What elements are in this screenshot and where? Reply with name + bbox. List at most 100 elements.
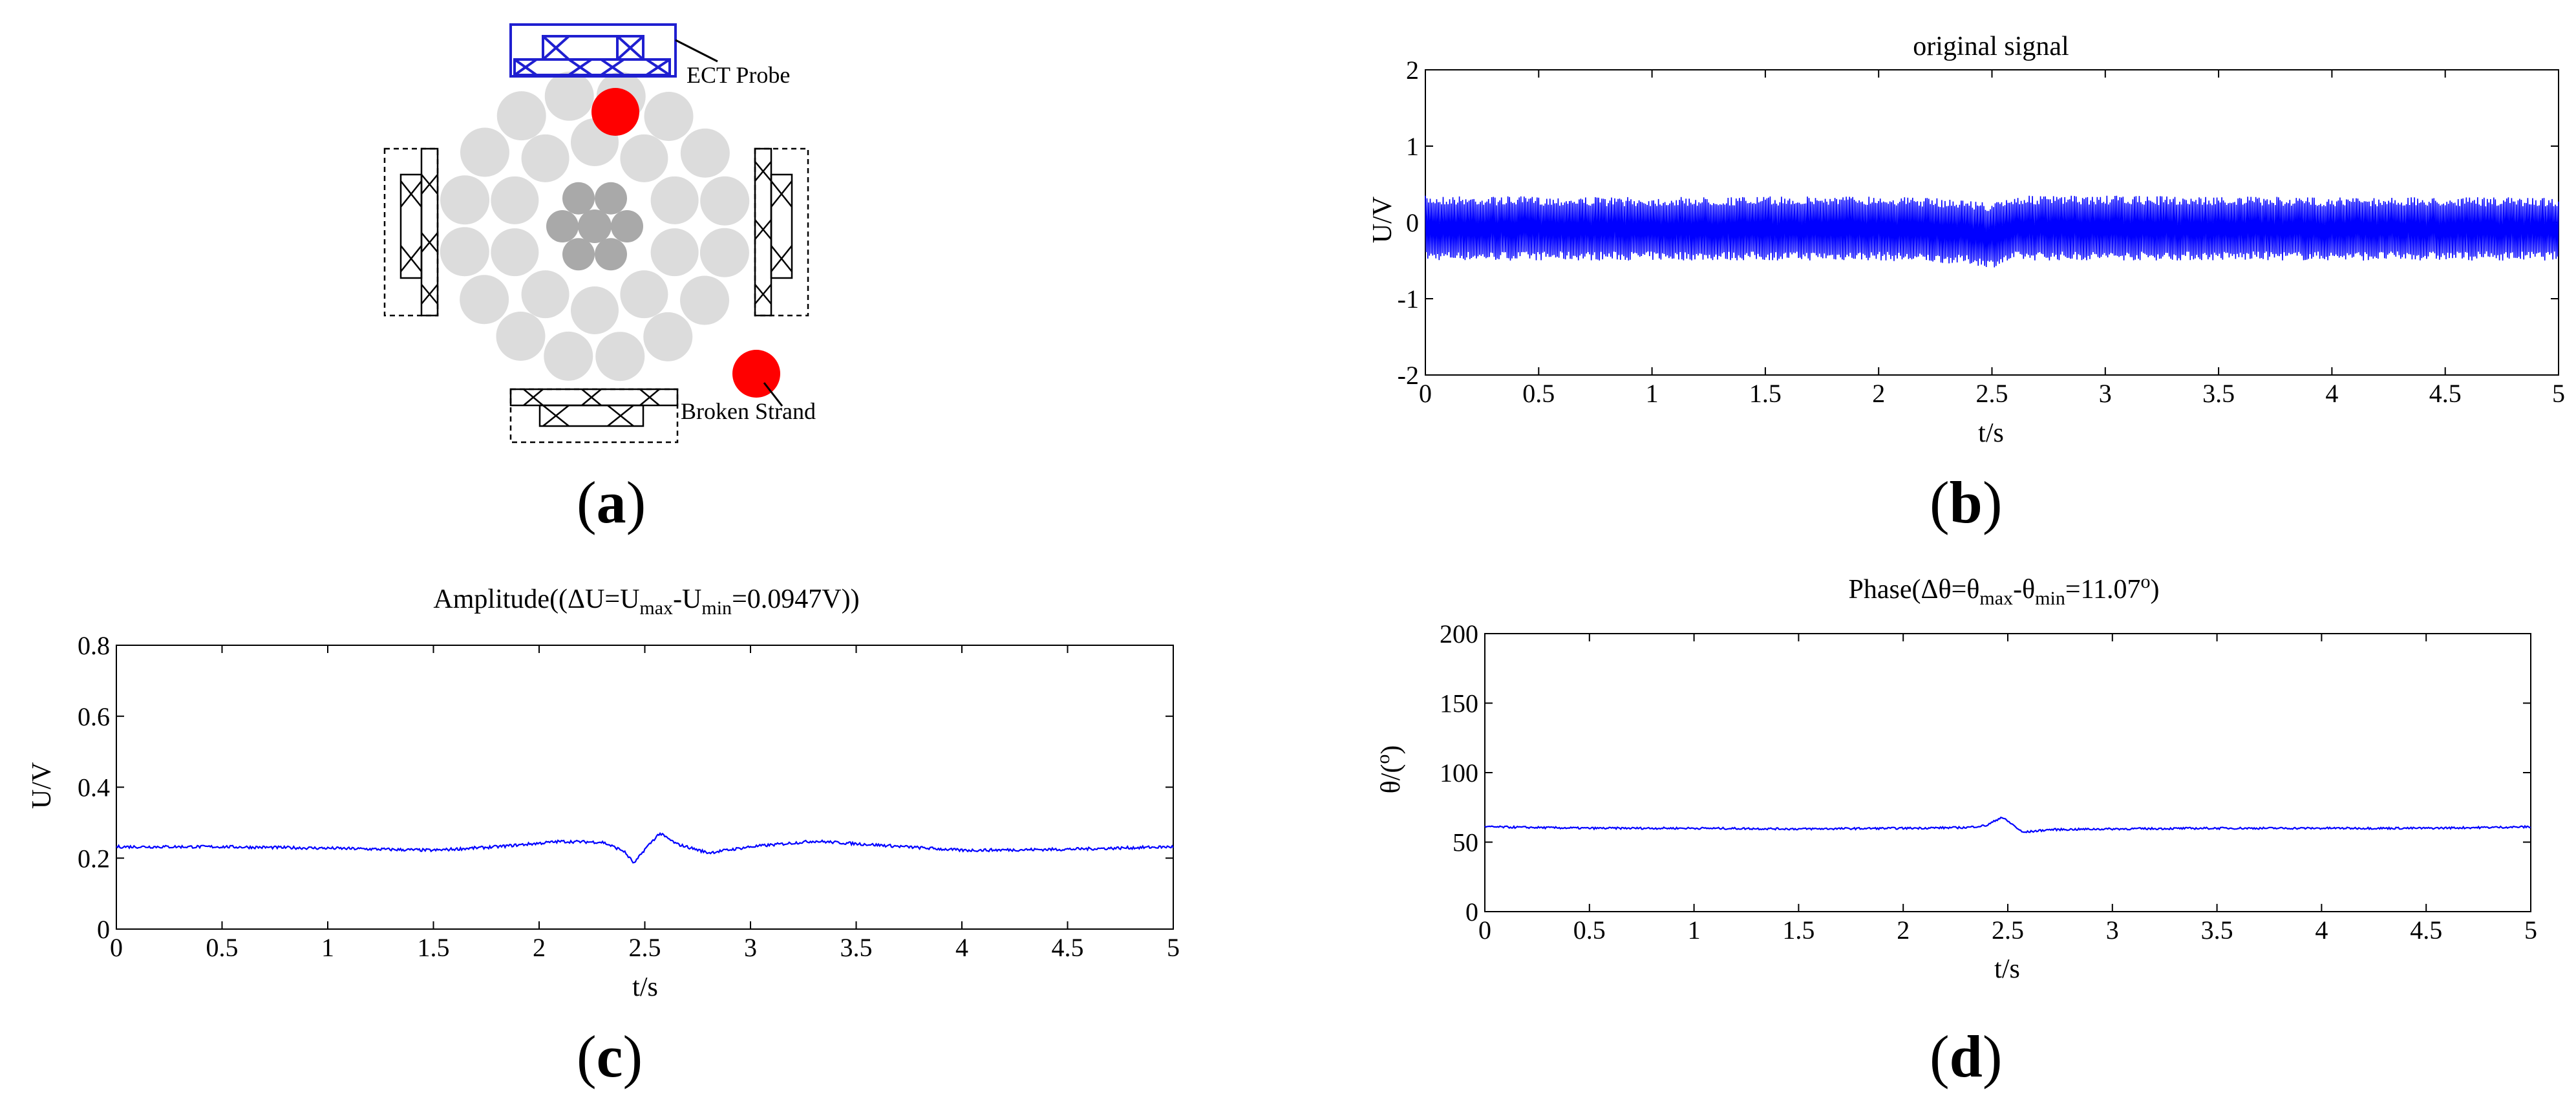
middle-strand: [571, 286, 619, 334]
chart-b-ytick-label: -1: [1398, 284, 1419, 314]
chart-b-xtick-label: 0.5: [1522, 379, 1555, 408]
outer-strand: [440, 227, 489, 277]
chart-b-xtick-label: 3: [2099, 379, 2112, 408]
chart-b-xtick-label: 1: [1646, 379, 1659, 408]
chart-d-xtick-label: 3: [2106, 916, 2119, 945]
ect-probe-right: [754, 147, 809, 317]
cable-strands: [440, 71, 750, 381]
chart-d-xlabel: t/s: [1994, 954, 2020, 984]
chart-c-xtick-label: 5: [1167, 933, 1180, 962]
outer-strand: [496, 312, 546, 361]
chart-d-title: Phase(Δθ=θmax-θmin=11.07o): [1849, 571, 2160, 609]
chart-c-xtick-label: 2: [533, 933, 546, 962]
chart-b-xtick-label: 2: [1872, 379, 1885, 408]
chart-c-frame: [116, 645, 1174, 930]
outer-strand: [440, 175, 490, 225]
chart-b-signal-line: [1425, 195, 2559, 268]
chart-c-xtick-label: 0: [110, 933, 123, 962]
probe-label: ECT Probe: [687, 62, 790, 88]
chart-c-xtick-label: 1: [321, 933, 334, 962]
outer-strand: [460, 275, 509, 325]
cable-cross-section-diagram: ECT Probe: [383, 23, 816, 444]
chart-c-ytick-label: 0.2: [78, 844, 110, 873]
chart-c-title: Amplitude((ΔU=Umax-Umin=0.0947V)): [433, 584, 859, 619]
chart-d-frame: [1484, 633, 2531, 912]
chart-c-ytick-label: 0: [97, 915, 110, 944]
middle-strand: [521, 270, 569, 319]
chart-b-plot-area: 0 0.5 1 1.5 2 2.5 3 3.5 4 4.5 5 -2 -1 0 1 2: [1398, 56, 2565, 408]
chart-d-ytick-label: 50: [1453, 828, 1478, 857]
outer-strand: [496, 91, 546, 141]
chart-d-xtick-label: 2.5: [1992, 916, 2024, 945]
core-strand: [578, 209, 612, 243]
chart-d-series-line: [1484, 817, 2531, 833]
chart-b-xtick-label: 1.5: [1749, 379, 1782, 408]
outer-strand: [643, 312, 693, 361]
chart-d-xtick-label: 5: [2524, 916, 2537, 945]
chart-c-ytick-label: 0.6: [78, 702, 110, 731]
middle-strand: [491, 176, 539, 224]
outer-strand: [699, 228, 749, 277]
chart-b-ytick-label: 1: [1406, 132, 1419, 161]
chart-d-xtick-label: 0: [1478, 916, 1491, 945]
chart-c-xtick-label: 2.5: [629, 933, 661, 962]
chart-d-ytick-label: 100: [1440, 758, 1478, 787]
chart-b-ytick-label: 0: [1406, 208, 1419, 237]
chart-b-xtick-label: 2.5: [1976, 379, 2008, 408]
ect-probe-active: [509, 23, 677, 78]
middle-strand: [650, 228, 699, 277]
outer-strand: [680, 128, 730, 178]
outer-strand: [700, 176, 750, 226]
broken-strand-bottom: [732, 350, 780, 398]
chart-d-ytick-label: 150: [1440, 689, 1478, 718]
chart-c-xtick-label: 3: [744, 933, 757, 962]
chart-b-xtick-label: 3.5: [2202, 379, 2235, 408]
chart-d-ytick-label: 200: [1440, 619, 1478, 648]
chart-d-xtick-label: 0.5: [1573, 916, 1606, 945]
chart-phase: Phase(Δθ=θmax-θmin=11.07o) t/s θ/(o) 0 0.…: [1372, 571, 2537, 984]
chart-b-xtick-label: 0: [1419, 379, 1432, 408]
chart-c-series-line: [116, 831, 1174, 864]
panel-label-b: (b): [1930, 469, 2002, 535]
chart-d-xtick-label: 2: [1897, 916, 1910, 945]
core-strand: [595, 182, 627, 215]
middle-strand: [521, 134, 569, 182]
chart-c-xtick-label: 0.5: [206, 933, 239, 962]
core-strand: [595, 238, 627, 271]
outer-strand: [595, 332, 645, 381]
chart-c-xtick-label: 1.5: [418, 933, 450, 962]
broken-strand-label: Broken Strand: [681, 398, 816, 424]
panel-label-c: (c): [577, 1023, 643, 1089]
chart-c-xtick-label: 4: [955, 933, 968, 962]
panel-label-a: (a): [577, 469, 646, 535]
broken-strand-top: [591, 88, 639, 136]
chart-c-xlabel: t/s: [632, 972, 658, 1002]
broken-strand-leader-line: [763, 382, 783, 407]
core-strand: [562, 182, 595, 215]
outer-strand: [544, 331, 593, 381]
chart-d-xtick-label: 4: [2315, 916, 2328, 945]
chart-c-xtick-label: 4.5: [1052, 933, 1084, 962]
chart-original-signal: original signal t/s U/V 0 0.5 1 1.5 2 2.5 3 3.5…: [1368, 32, 2565, 448]
chart-amplitude: Amplitude((ΔU=Umax-Umin=0.0947V)) t/s U/…: [27, 584, 1180, 1002]
ect-probe-bottom: [509, 388, 679, 444]
middle-strand: [491, 228, 539, 277]
outer-strand: [460, 127, 509, 177]
probe-leader-line: [675, 39, 718, 63]
middle-strand: [620, 270, 668, 319]
chart-c-plot-area: 0 0.5 1 1.5 2 2.5 3 3.5 4 4.5 5 0 0.2 0.4 0.6 0.8: [78, 631, 1180, 962]
chart-b-xlabel: t/s: [1978, 418, 2004, 448]
core-strand: [546, 210, 579, 242]
chart-d-xtick-label: 3.5: [2201, 916, 2233, 945]
chart-c-ylabel: U/V: [27, 762, 57, 809]
ect-probe-left: [383, 147, 439, 317]
chart-b-title: original signal: [1913, 32, 2069, 61]
chart-b-xtick-label: 4.5: [2429, 379, 2462, 408]
chart-c-ytick-label: 0.8: [78, 631, 110, 660]
chart-c-ytick-label: 0.4: [78, 773, 110, 802]
chart-d-xtick-label: 1.5: [1782, 916, 1815, 945]
core-strand: [611, 210, 643, 242]
chart-d-ytick-label: 0: [1465, 897, 1478, 927]
